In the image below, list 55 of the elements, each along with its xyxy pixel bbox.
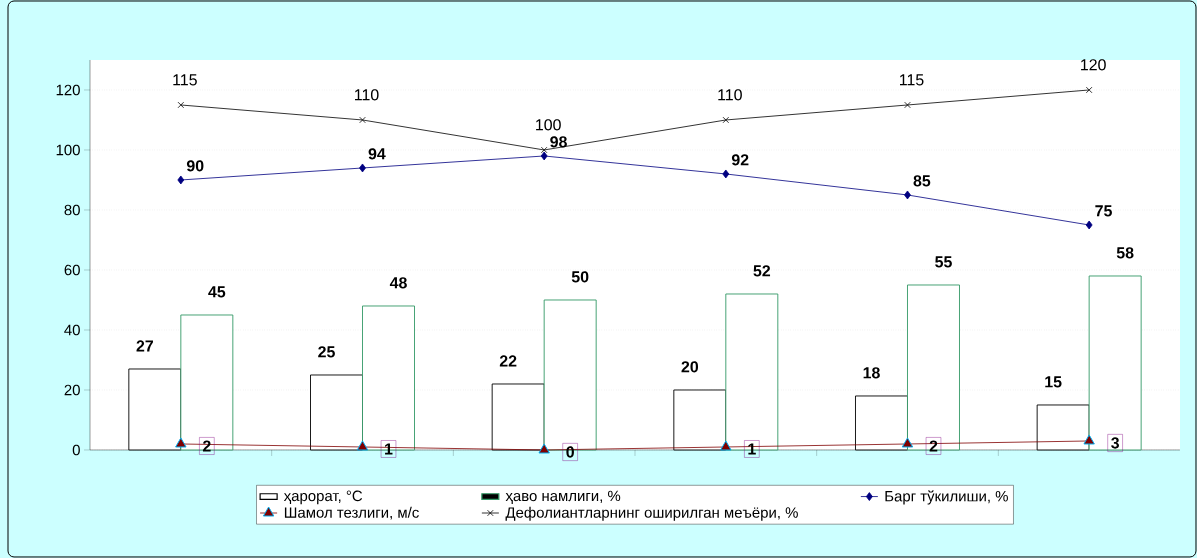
data-label: 45 (208, 286, 226, 298)
data-label: 100 (536, 119, 561, 131)
data-label: 90 (186, 160, 204, 172)
data-label: 20 (681, 361, 699, 373)
legend-label: ҳаво намлиги, % (505, 490, 621, 504)
point (538, 443, 550, 454)
data-label: 18 (863, 367, 880, 379)
data-label: 92 (731, 154, 749, 166)
point (722, 169, 730, 179)
data-label: 48 (389, 277, 407, 289)
data-label: 27 (136, 340, 153, 352)
data-label: 94 (368, 148, 386, 160)
data-label: 25 (318, 346, 335, 358)
point (904, 101, 911, 109)
data-label: 110 (718, 89, 742, 101)
point (540, 151, 548, 161)
point (1083, 434, 1095, 445)
data-label: 55 (935, 256, 952, 268)
data-label: 15 (1045, 376, 1062, 388)
data-label: 22 (499, 355, 517, 367)
y-tick-label: 100 (56, 144, 80, 156)
point (1085, 86, 1093, 94)
y-tick-label: 120 (56, 84, 80, 96)
point (904, 190, 911, 200)
data-label: 120 (1081, 59, 1106, 71)
point (540, 146, 548, 154)
legend-label: Дефолиантларнинг оширилган меъёри, % (505, 506, 798, 521)
point (722, 116, 730, 124)
point (177, 175, 185, 185)
y-tick-label: 80 (64, 204, 80, 216)
data-label: 115 (173, 74, 197, 86)
data-label: 50 (571, 271, 589, 283)
y-tick-label: 60 (64, 264, 80, 276)
data-label: 85 (913, 175, 931, 187)
data-label: 98 (550, 136, 567, 148)
data-label: 110 (355, 89, 379, 101)
point (175, 437, 187, 448)
point (1085, 220, 1093, 230)
point (177, 101, 185, 109)
point (359, 163, 366, 173)
data-label: 75 (1095, 205, 1112, 217)
y-tick-label: 40 (64, 324, 80, 336)
y-tick-label: 20 (64, 384, 80, 396)
legend-label: Шамол тезлиги, м/с (284, 506, 419, 520)
y-tick-label: 0 (72, 444, 80, 456)
data-label: 58 (1116, 247, 1134, 259)
legend-label: ҳарорат, °С (283, 490, 363, 505)
data-label: 115 (900, 74, 924, 86)
data-label: 52 (753, 265, 771, 277)
data-label: 3 (1111, 437, 1119, 449)
point (359, 116, 366, 124)
legend-label: Барг тўкилиши, % (885, 490, 1008, 505)
point (720, 440, 732, 451)
point (901, 437, 914, 448)
point (356, 440, 369, 451)
